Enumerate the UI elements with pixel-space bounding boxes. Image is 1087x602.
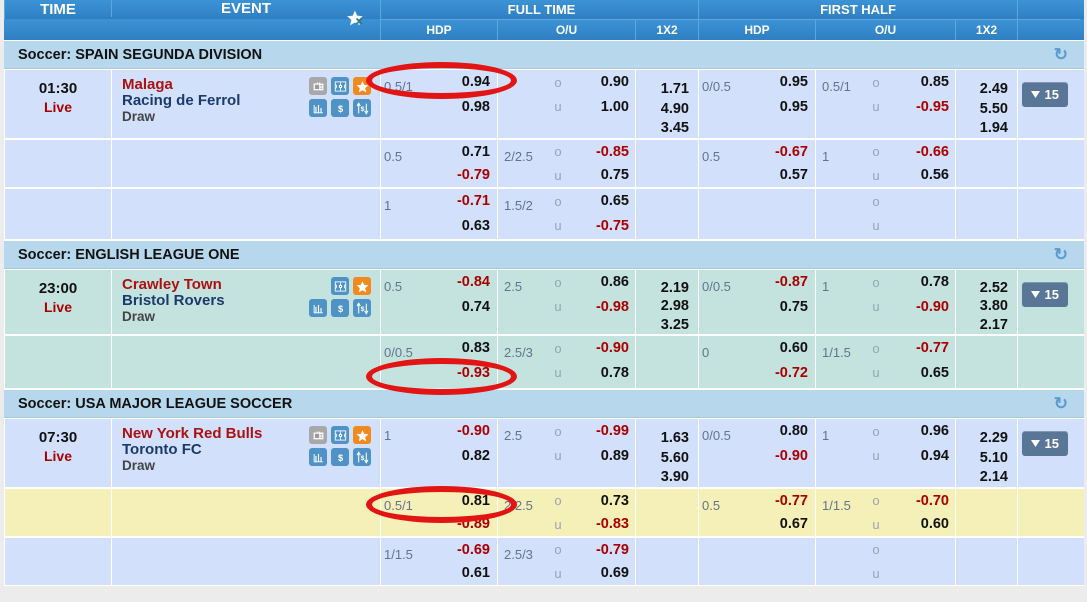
svg-text:$: $	[360, 106, 364, 113]
svg-text:$: $	[360, 306, 364, 313]
svg-text:$: $	[360, 455, 364, 462]
svg-text:$: $	[337, 452, 342, 462]
svg-text:$: $	[337, 103, 342, 113]
svg-text:$: $	[337, 303, 342, 313]
